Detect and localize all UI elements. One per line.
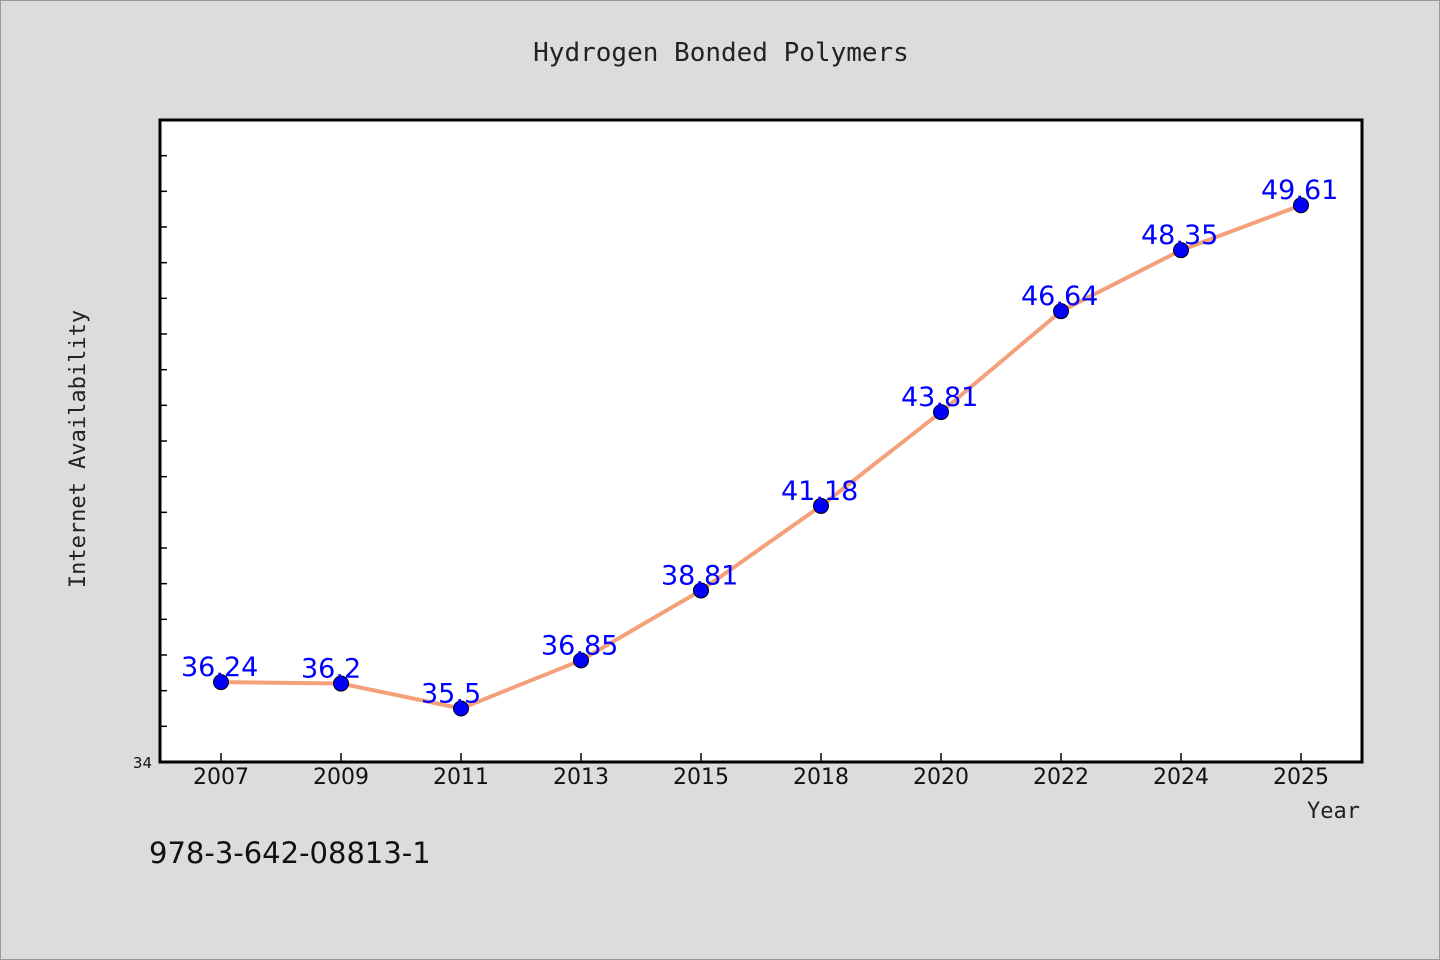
data-label: 36.2 bbox=[301, 654, 361, 685]
x-tick-label: 2011 bbox=[433, 765, 489, 790]
isbn-footnote: 978-3-642-08813-1 bbox=[149, 836, 431, 870]
x-axis-tick-labels: 2007 2009 2011 2013 2015 2018 2020 2022 2024 2025 bbox=[193, 765, 1329, 790]
data-point-marker bbox=[333, 675, 349, 692]
data-label: 41.18 bbox=[781, 476, 858, 507]
x-tick-label: 2022 bbox=[1033, 765, 1089, 790]
data-label: 43.81 bbox=[901, 382, 978, 413]
x-axis-ticks bbox=[220, 753, 1302, 762]
data-label: 35.5 bbox=[421, 679, 481, 710]
x-tick-label: 2015 bbox=[673, 765, 729, 790]
y-axis-ticks bbox=[160, 154, 167, 728]
x-tick-label: 2018 bbox=[793, 765, 849, 790]
data-label: 36.85 bbox=[541, 630, 618, 661]
series-markers bbox=[213, 197, 1309, 717]
y-axis-label: Internet Availability bbox=[66, 310, 91, 588]
x-tick-label: 2009 bbox=[313, 765, 369, 790]
data-point-marker bbox=[213, 674, 229, 691]
data-point-marker bbox=[1053, 303, 1069, 320]
data-point-marker bbox=[1293, 197, 1309, 214]
data-label: 48.35 bbox=[1141, 220, 1218, 251]
data-point-marker bbox=[693, 582, 709, 599]
x-tick-label: 2024 bbox=[1153, 765, 1209, 790]
chart-title: Hydrogen Bonded Polymers bbox=[533, 38, 909, 68]
data-label: 46.64 bbox=[1021, 281, 1098, 312]
x-axis-label: Year bbox=[1307, 799, 1360, 824]
x-tick-label: 2020 bbox=[913, 765, 969, 790]
data-point-marker bbox=[453, 700, 469, 717]
data-label: 36.24 bbox=[181, 652, 258, 683]
x-tick-label: 2007 bbox=[193, 765, 249, 790]
y-tick-label: 34 bbox=[133, 754, 152, 772]
y-axis-tick-labels: 34 bbox=[133, 754, 152, 772]
data-point-marker bbox=[573, 652, 589, 669]
data-point-marker bbox=[933, 404, 949, 421]
plot-area bbox=[158, 118, 1364, 764]
data-labels: 36.24 36.2 35.5 36.85 38.81 41.18 43.81 46.64 48… bbox=[181, 175, 1338, 709]
data-label: 38.81 bbox=[661, 560, 738, 591]
x-tick-label: 2013 bbox=[553, 765, 609, 790]
data-point-marker bbox=[813, 497, 829, 514]
series-line bbox=[220, 203, 1302, 711]
x-tick-label: 2025 bbox=[1273, 765, 1329, 790]
data-point-marker bbox=[1173, 242, 1189, 259]
data-label: 49.61 bbox=[1261, 175, 1338, 206]
